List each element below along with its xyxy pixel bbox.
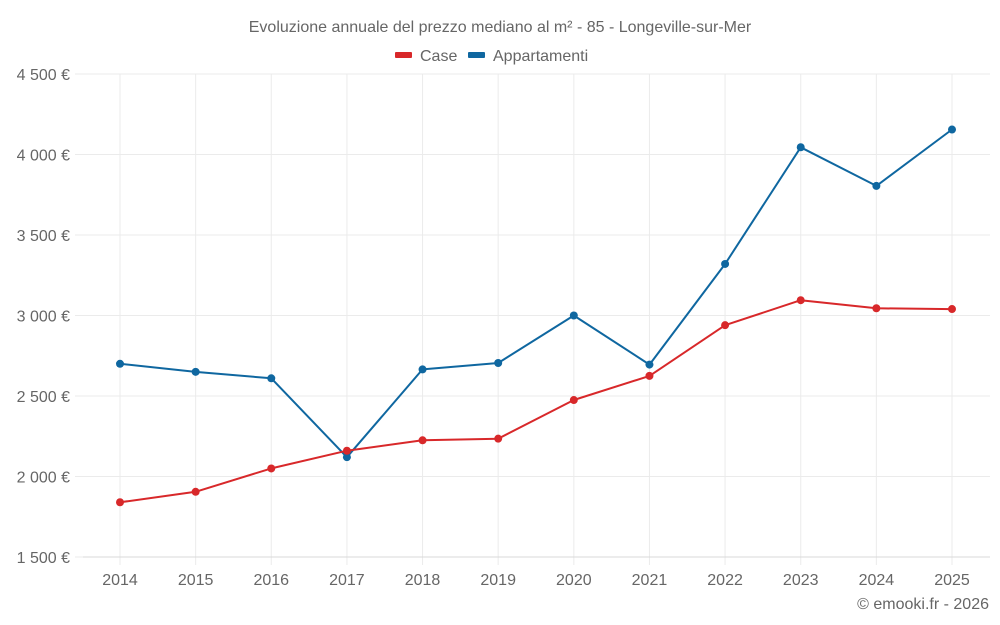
x-tick-label: 2025 [934,572,970,589]
data-point-appartamenti [569,311,578,320]
y-tick-label: 3 500 € [17,228,70,245]
x-tick-label: 2023 [783,572,819,589]
series-appartamenti [116,125,956,462]
data-point-case [267,464,276,473]
data-point-appartamenti [267,374,276,383]
x-tick-label: 2015 [178,572,214,589]
series [116,125,956,507]
y-tick-label: 4 000 € [17,148,70,165]
legend-item-appartamenti[interactable]: Appartamenti [468,48,588,65]
chart-title: Evoluzione annuale del prezzo mediano al… [249,19,752,36]
data-point-case [721,321,730,330]
data-point-appartamenti [494,358,503,367]
y-tick-label: 2 500 € [17,389,70,406]
data-point-case [418,436,427,445]
data-point-appartamenti [418,365,427,374]
legend-swatch-appartamenti [468,52,485,58]
legend-label-case: Case [420,48,457,65]
x-tick-label: 2021 [632,572,668,589]
legend-item-case[interactable]: Case [395,48,457,65]
axes: 1 500 € 2 000 € 2 500 € 3 000 € 3 500 € 4 000… [17,67,990,589]
y-tick-label: 4 500 € [17,67,70,84]
data-point-case [872,304,881,313]
legend-label-appartamenti: Appartamenti [493,48,588,65]
data-point-appartamenti [796,143,805,152]
x-tick-label: 2016 [253,572,289,589]
y-tick-label: 3 000 € [17,309,70,326]
data-point-appartamenti [721,259,730,268]
x-tick-label: 2014 [102,572,138,589]
data-point-case [796,296,805,305]
series-case [116,296,956,507]
x-tick-label: 2018 [405,572,441,589]
x-tick-label: 2024 [859,572,895,589]
data-point-appartamenti [872,181,881,190]
data-point-appartamenti [191,367,200,376]
data-point-appartamenti [116,359,124,368]
x-tick-label: 2020 [556,572,592,589]
data-point-case [116,498,124,507]
data-point-appartamenti [342,453,351,462]
x-tick-label: 2017 [329,572,365,589]
data-point-case [948,305,956,314]
data-point-case [494,434,503,443]
series-line-appartamenti [119,128,953,459]
legend-swatch-case [395,52,412,58]
credit-text: © emooki.fr - 2026 [857,596,989,613]
data-point-appartamenti [948,125,956,134]
data-point-case [191,487,200,496]
x-tick-label: 2022 [707,572,743,589]
legend: Case Appartamenti [395,48,588,65]
data-point-appartamenti [645,360,654,369]
data-point-case [645,371,654,380]
y-tick-label: 1 500 € [17,550,70,567]
data-point-case [342,446,351,455]
series-line-case [119,299,953,504]
data-point-case [569,396,578,405]
x-tick-label: 2019 [480,572,516,589]
y-tick-label: 2 000 € [17,470,70,487]
